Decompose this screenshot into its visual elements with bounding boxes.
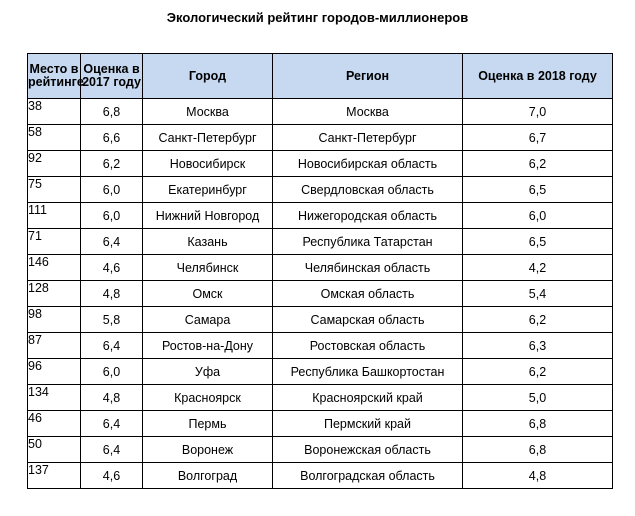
cell-city: Санкт-Петербург <box>142 124 273 151</box>
table-row: 137 4,6 Волгоград Волгоградская область 4,8 <box>27 462 613 489</box>
page-title: Экологический рейтинг городов-миллионеро… <box>166 10 469 25</box>
table-row: 50 6,4 Воронеж Воронежская область 6,8 <box>27 436 613 463</box>
table-row: 38 6,8 Москва Москва 7,0 <box>27 98 613 125</box>
cell-city: Волгоград <box>142 462 273 489</box>
cell-score-2018: 6,8 <box>462 436 613 463</box>
cell-region: Челябинская область <box>272 254 463 281</box>
cell-region: Москва <box>272 98 463 125</box>
cell-score-2018: 7,0 <box>462 98 613 125</box>
cell-rank: 46 <box>27 410 81 437</box>
cell-score-2018: 6,5 <box>462 176 613 203</box>
cell-city: Красноярск <box>142 384 273 411</box>
cell-score-2017: 5,8 <box>80 306 143 333</box>
cell-region: Омская область <box>272 280 463 307</box>
table-row: 75 6,0 Екатеринбург Свердловская область 6,5 <box>27 176 613 203</box>
header-region: Регион <box>272 53 463 99</box>
header-score-2018: Оценка в 2018 году <box>462 53 613 99</box>
cell-score-2017: 6,8 <box>80 98 143 125</box>
table-row: 96 6,0 Уфа Республика Башкортостан 6,2 <box>27 358 613 385</box>
cell-region: Нижегородская область <box>272 202 463 229</box>
cell-city: Москва <box>142 98 273 125</box>
cell-region: Воронежская область <box>272 436 463 463</box>
cell-city: Уфа <box>142 358 273 385</box>
cell-rank: 58 <box>27 124 81 151</box>
cell-city: Пермь <box>142 410 273 437</box>
cell-score-2017: 6,6 <box>80 124 143 151</box>
table-row: 134 4,8 Красноярск Красноярский край 5,0 <box>27 384 613 411</box>
cell-score-2018: 6,2 <box>462 150 613 177</box>
cell-city: Челябинск <box>142 254 273 281</box>
table-row: 146 4,6 Челябинск Челябинская область 4,2 <box>27 254 613 281</box>
cell-city: Воронеж <box>142 436 273 463</box>
cell-score-2018: 6,5 <box>462 228 613 255</box>
header-city: Город <box>142 53 273 99</box>
cell-score-2018: 6,3 <box>462 332 613 359</box>
cell-city: Новосибирск <box>142 150 273 177</box>
cell-score-2018: 6,0 <box>462 202 613 229</box>
table-row: 58 6,6 Санкт-Петербург Санкт-Петербург 6,7 <box>27 124 613 151</box>
cell-rank: 71 <box>27 228 81 255</box>
cell-rank: 92 <box>27 150 81 177</box>
cell-score-2017: 6,4 <box>80 410 143 437</box>
table-row: 92 6,2 Новосибирск Новосибирская область 6,2 <box>27 150 613 177</box>
rating-table: Место в рейтинге Оценка в 2017 году Горо… <box>27 53 613 489</box>
table-row: 128 4,8 Омск Омская область 5,4 <box>27 280 613 307</box>
table-row: 87 6,4 Ростов-на-Дону Ростовская область 6,3 <box>27 332 613 359</box>
cell-city: Самара <box>142 306 273 333</box>
cell-score-2017: 6,2 <box>80 150 143 177</box>
cell-region: Пермский край <box>272 410 463 437</box>
cell-city: Казань <box>142 228 273 255</box>
cell-score-2018: 5,4 <box>462 280 613 307</box>
cell-rank: 146 <box>27 254 81 281</box>
cell-score-2018: 6,2 <box>462 306 613 333</box>
cell-score-2017: 6,0 <box>80 176 143 203</box>
cell-score-2018: 6,7 <box>462 124 613 151</box>
cell-city: Омск <box>142 280 273 307</box>
table-row: 71 6,4 Казань Республика Татарстан 6,5 <box>27 228 613 255</box>
cell-rank: 75 <box>27 176 81 203</box>
cell-score-2017: 4,8 <box>80 280 143 307</box>
cell-city: Нижний Новгород <box>142 202 273 229</box>
cell-score-2017: 4,6 <box>80 462 143 489</box>
cell-rank: 111 <box>27 202 81 229</box>
cell-rank: 128 <box>27 280 81 307</box>
cell-region: Ростовская область <box>272 332 463 359</box>
header-score-2017: Оценка в 2017 году <box>80 53 143 99</box>
cell-score-2017: 6,4 <box>80 228 143 255</box>
cell-city: Екатеринбург <box>142 176 273 203</box>
cell-city: Ростов-на-Дону <box>142 332 273 359</box>
cell-rank: 50 <box>27 436 81 463</box>
cell-rank: 96 <box>27 358 81 385</box>
header-row: Место в рейтинге Оценка в 2017 году Горо… <box>27 53 613 99</box>
cell-region: Республика Башкортостан <box>272 358 463 385</box>
cell-score-2017: 4,8 <box>80 384 143 411</box>
cell-region: Республика Татарстан <box>272 228 463 255</box>
cell-score-2018: 4,2 <box>462 254 613 281</box>
cell-region: Свердловская область <box>272 176 463 203</box>
cell-score-2018: 4,8 <box>462 462 613 489</box>
cell-region: Санкт-Петербург <box>272 124 463 151</box>
cell-region: Волгоградская область <box>272 462 463 489</box>
cell-rank: 38 <box>27 98 81 125</box>
cell-score-2018: 6,8 <box>462 410 613 437</box>
cell-score-2017: 6,0 <box>80 202 143 229</box>
header-rank: Место в рейтинге <box>27 53 84 99</box>
cell-score-2017: 6,0 <box>80 358 143 385</box>
cell-region: Новосибирская область <box>272 150 463 177</box>
cell-score-2018: 5,0 <box>462 384 613 411</box>
cell-score-2017: 6,4 <box>80 436 143 463</box>
cell-score-2017: 6,4 <box>80 332 143 359</box>
table-row: 98 5,8 Самара Самарская область 6,2 <box>27 306 613 333</box>
cell-rank: 98 <box>27 306 81 333</box>
cell-rank: 137 <box>27 462 81 489</box>
table-row: 46 6,4 Пермь Пермский край 6,8 <box>27 410 613 437</box>
table-row: 111 6,0 Нижний Новгород Нижегородская облас… <box>27 202 613 229</box>
cell-score-2018: 6,2 <box>462 358 613 385</box>
cell-rank: 134 <box>27 384 81 411</box>
cell-region: Самарская область <box>272 306 463 333</box>
cell-score-2017: 4,6 <box>80 254 143 281</box>
cell-region: Красноярский край <box>272 384 463 411</box>
table-body: 38 6,8 Москва Москва 7,0 58 6,6 Санкт-Петербург… <box>27 98 613 489</box>
cell-rank: 87 <box>27 332 81 359</box>
